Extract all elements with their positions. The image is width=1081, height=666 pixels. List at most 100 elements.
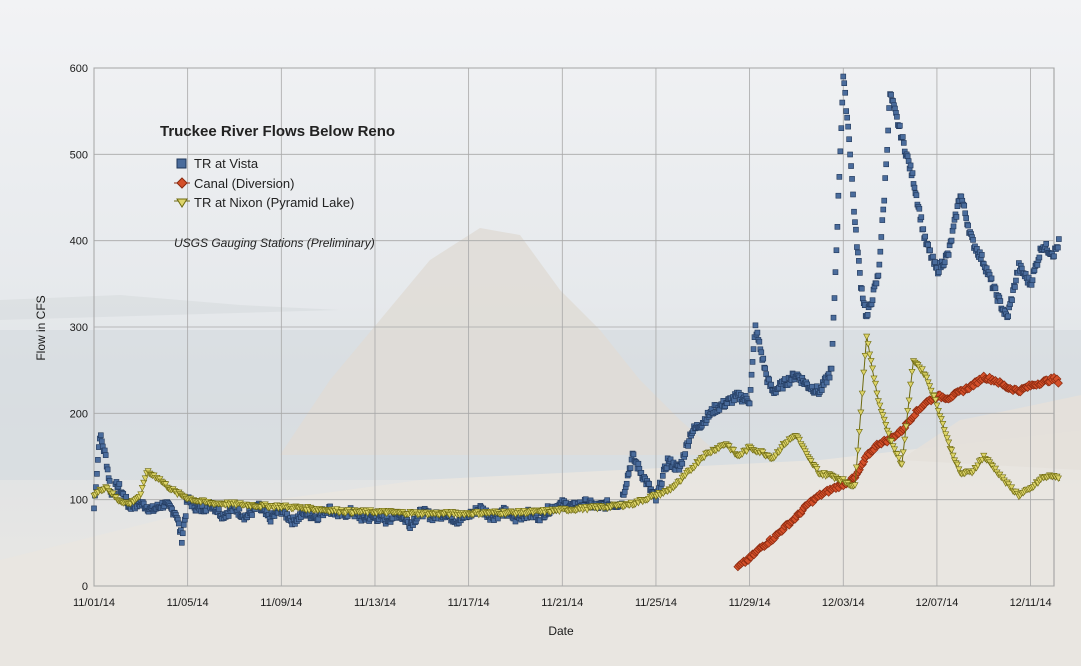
square-point: [963, 215, 969, 221]
square-point: [1055, 244, 1061, 251]
square-point: [754, 329, 761, 336]
square-point: [1051, 253, 1057, 260]
triangle-down-point: [943, 435, 951, 442]
square-point: [882, 175, 889, 181]
x-tick-label: 11/05/14: [167, 597, 209, 609]
square-point: [850, 191, 856, 198]
axes: 0 100 200 300 400 500 600 11/01/14 11/05/14 11/09…: [70, 63, 1052, 609]
square-point: [856, 258, 862, 264]
square-point: [101, 447, 108, 454]
square-point: [848, 163, 854, 169]
square-point: [249, 512, 255, 518]
square-point: [857, 270, 863, 276]
square-point: [853, 226, 859, 233]
square-point: [752, 322, 759, 329]
triangle-down-point: [901, 436, 909, 444]
triangle-down-point: [895, 455, 903, 462]
square-point: [927, 247, 933, 254]
square-point: [883, 161, 889, 168]
triangle-down-point: [813, 466, 821, 473]
square-point: [930, 253, 936, 260]
square-point: [638, 470, 645, 476]
square-point: [961, 202, 968, 209]
square-point: [829, 340, 836, 347]
square-point: [627, 465, 634, 471]
square-point: [900, 140, 907, 146]
triangle-down-point: [869, 365, 877, 373]
square-point: [1005, 313, 1011, 320]
triangle-down-point: [949, 452, 957, 460]
triangle-down-point: [907, 381, 915, 389]
triangle-down-point: [945, 439, 953, 447]
square-point: [941, 259, 948, 266]
triangle-down-point: [854, 447, 862, 455]
square-point: [881, 197, 888, 204]
x-tick-label: 12/03/14: [822, 597, 865, 609]
square-point: [970, 237, 976, 243]
gridlines: [93, 67, 1055, 587]
y-tick-label: 300: [70, 322, 88, 334]
square-point: [98, 432, 104, 439]
legend-item-canal: Canal (Diversion): [174, 174, 354, 194]
triangle-down-point: [109, 490, 117, 498]
square-point: [179, 539, 185, 546]
diamond-marker-icon: [174, 177, 190, 189]
square-point: [897, 122, 903, 129]
triangle-down-point: [904, 408, 912, 415]
square-point: [180, 522, 187, 528]
square-point: [847, 151, 853, 158]
triangle-down-point: [138, 485, 146, 492]
triangle-down-point: [940, 427, 948, 434]
square-point: [843, 108, 849, 114]
square-point: [945, 252, 952, 258]
square-point: [839, 99, 846, 106]
triangle-down-point: [923, 374, 931, 382]
square-point: [904, 153, 911, 160]
square-point: [768, 381, 774, 388]
triangle-down-point: [860, 369, 868, 377]
triangle-down-point: [942, 431, 950, 438]
square-point: [179, 530, 186, 537]
square-point: [846, 136, 852, 143]
square-point: [94, 471, 100, 477]
triangle-down-point: [863, 333, 871, 341]
legend-label: TR at Vista: [194, 156, 259, 172]
triangle-down-point: [730, 447, 738, 454]
square-point: [918, 214, 925, 220]
triangle-down-point: [866, 351, 874, 359]
x-tick-label: 11/01/14: [73, 597, 115, 609]
square-point: [95, 457, 101, 463]
y-axis-label: Flow in CFS: [34, 295, 48, 360]
triangle-down-point: [926, 383, 934, 390]
square-point: [104, 466, 111, 473]
square-point: [826, 374, 833, 381]
triangle-down-point: [864, 341, 872, 348]
square-point: [748, 371, 755, 378]
square-point: [623, 480, 630, 487]
square-point: [841, 80, 848, 87]
series-2: [90, 333, 1062, 519]
square-point: [859, 295, 866, 302]
square-point: [851, 208, 857, 215]
x-axis-label: Date: [548, 624, 574, 638]
square-point: [879, 217, 886, 223]
triangle-down-point: [879, 412, 887, 419]
square-point: [844, 114, 850, 121]
square-point: [779, 385, 786, 392]
x-tick-label: 11/25/14: [635, 597, 677, 609]
square-point: [950, 223, 957, 230]
square-point: [962, 210, 969, 217]
square-point: [102, 452, 109, 458]
square-point: [747, 387, 754, 393]
series-marks: [90, 73, 1063, 572]
triangle-marker-icon: [174, 198, 190, 208]
triangle-down-point: [851, 482, 859, 489]
series-line: [737, 376, 1061, 568]
square-point: [948, 237, 955, 244]
square-point: [888, 91, 894, 98]
square-marker-icon: [176, 158, 187, 169]
square-point: [621, 489, 628, 495]
triangle-down-point: [930, 393, 938, 400]
triangle-down-point: [939, 420, 947, 428]
triangle-down-point: [934, 407, 942, 415]
